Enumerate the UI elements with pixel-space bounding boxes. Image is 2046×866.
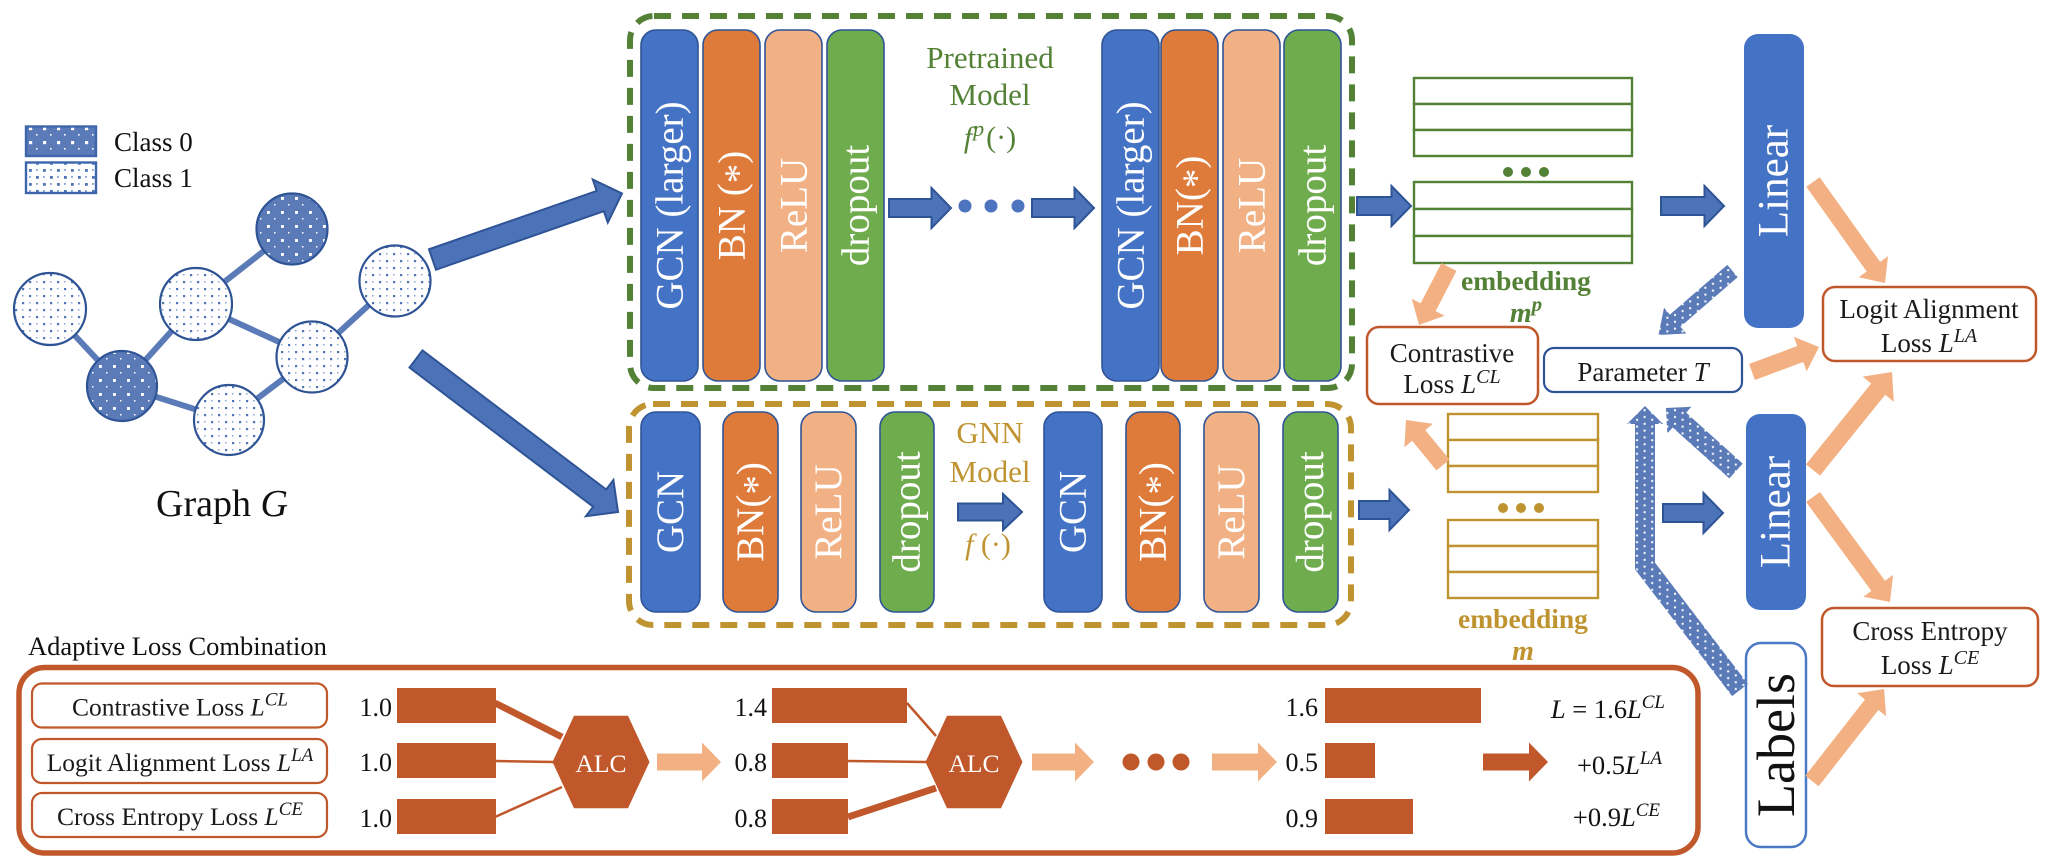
svg-text:Model: Model (950, 77, 1031, 112)
svg-text:ReLU: ReLU (1210, 464, 1253, 559)
svg-text:embedding: embedding (1458, 603, 1588, 634)
svg-text:Contrastive Loss LCL: Contrastive Loss LCL (72, 690, 288, 722)
svg-text:dropout: dropout (1292, 145, 1335, 266)
svg-text:m: m (1512, 636, 1534, 667)
svg-text:BN(*): BN(*) (1169, 156, 1218, 256)
svg-text:Class 0: Class 0 (114, 127, 193, 157)
svg-text:BN(*): BN(*) (729, 462, 778, 562)
svg-text:1.0: 1.0 (360, 693, 393, 722)
svg-text:GNN: GNN (956, 415, 1023, 450)
svg-text:GCN (larger): GCN (larger) (1110, 101, 1153, 309)
svg-text:1.6: 1.6 (1286, 693, 1319, 722)
svg-text:ReLU: ReLU (1231, 158, 1274, 253)
svg-text:dropout: dropout (1289, 451, 1332, 572)
svg-text:GCN: GCN (649, 471, 692, 553)
svg-text:Class 1: Class 1 (114, 163, 193, 193)
svg-text:Pretrained: Pretrained (926, 40, 1054, 75)
svg-text:0.9: 0.9 (1286, 804, 1319, 833)
svg-text:dropout: dropout (835, 145, 878, 266)
svg-text:BN(*): BN(*) (1132, 462, 1181, 562)
svg-text:Linear: Linear (1751, 125, 1798, 237)
svg-text:Cross Entropy: Cross Entropy (1852, 616, 2008, 646)
svg-text:Contrastive: Contrastive (1390, 338, 1514, 368)
svg-text:Cross Entropy Loss LCE: Cross Entropy Loss LCE (57, 799, 303, 831)
svg-text:Graph G: Graph G (156, 483, 288, 525)
svg-text:Adaptive Loss Combination: Adaptive Loss Combination (28, 631, 327, 661)
svg-text:Logit Alignment: Logit Alignment (1839, 294, 2019, 324)
svg-text:fp(·): fp(·) (964, 116, 1016, 154)
svg-text:BN (*): BN (*) (711, 151, 760, 260)
svg-text:Model: Model (950, 454, 1031, 489)
svg-text:Loss LCL: Loss LCL (1403, 366, 1500, 399)
svg-text:1.0: 1.0 (360, 804, 393, 833)
svg-text:ReLU: ReLU (773, 158, 816, 253)
svg-text:Logit Alignment Loss LLA: Logit Alignment Loss LLA (47, 745, 314, 777)
svg-text:embedding: embedding (1461, 265, 1591, 296)
svg-text:1.0: 1.0 (360, 748, 393, 777)
svg-text:0.5: 0.5 (1286, 748, 1319, 777)
svg-text:+0.5LLA: +0.5LLA (1577, 748, 1662, 780)
svg-text:ALC: ALC (949, 749, 1000, 778)
svg-text:Parameter T: Parameter T (1577, 357, 1710, 387)
svg-text:1.4: 1.4 (735, 693, 768, 722)
svg-text:GCN (larger): GCN (larger) (649, 101, 692, 309)
svg-text:GCN: GCN (1052, 471, 1095, 553)
svg-text:0.8: 0.8 (735, 804, 768, 833)
svg-text:+0.9LCE: +0.9LCE (1573, 800, 1661, 832)
svg-text:Loss LCE: Loss LCE (1881, 647, 1979, 680)
svg-text:Labels: Labels (1746, 673, 1806, 817)
svg-text:dropout: dropout (886, 451, 929, 572)
svg-text:ALC: ALC (576, 749, 627, 778)
svg-text:0.8: 0.8 (735, 748, 768, 777)
svg-text:mp: mp (1510, 292, 1542, 329)
svg-text:ReLU: ReLU (807, 464, 850, 559)
svg-text:Linear: Linear (1753, 456, 1800, 568)
svg-text:f (·): f (·) (965, 528, 1011, 561)
